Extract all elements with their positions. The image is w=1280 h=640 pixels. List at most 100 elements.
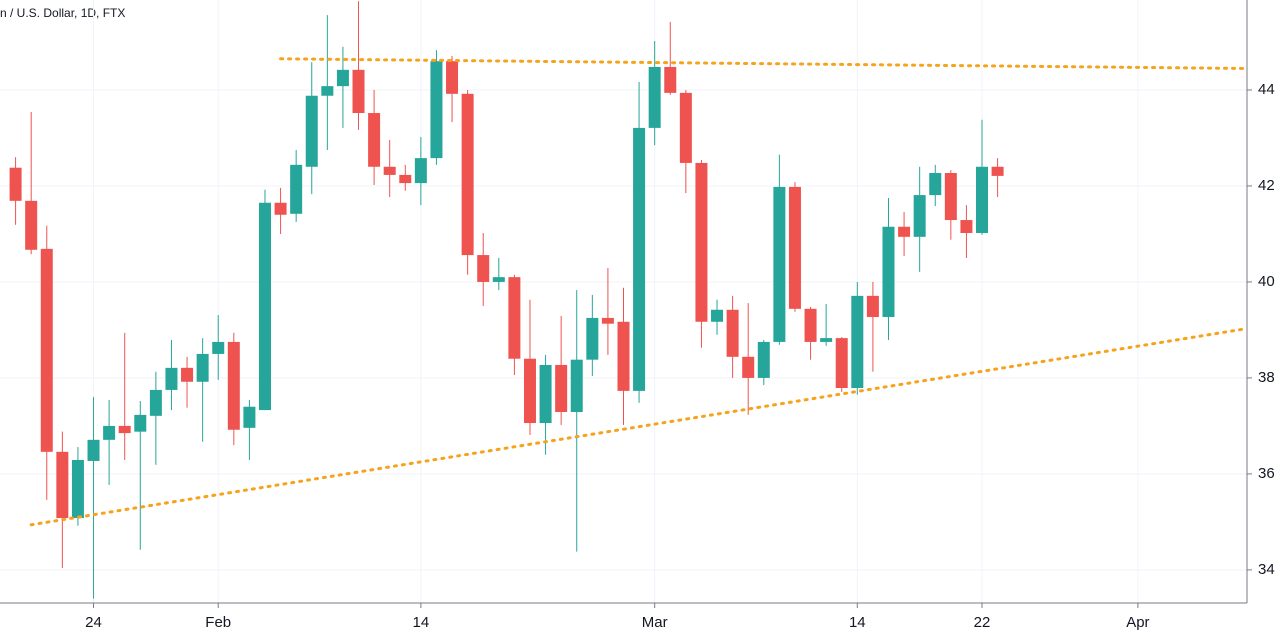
trendline (279, 57, 1247, 70)
candle (430, 50, 443, 165)
candle-body (134, 414, 147, 432)
candle-body (430, 61, 443, 159)
candle-body (227, 341, 240, 430)
candle (913, 166, 926, 272)
candle-body (212, 341, 225, 354)
candle (461, 89, 474, 275)
candle (165, 340, 178, 411)
candle-body (149, 389, 162, 416)
candle-body (648, 66, 661, 128)
candle (103, 400, 116, 485)
candle (134, 400, 147, 550)
x-tick-label: Mar (642, 614, 668, 631)
candle-body (851, 295, 864, 389)
candle-body (87, 439, 100, 461)
candle (695, 160, 708, 348)
candle-body (492, 277, 505, 282)
x-tick-label: 24 (85, 614, 102, 631)
candle (788, 182, 801, 312)
candle (976, 119, 989, 235)
candle (617, 287, 630, 425)
x-tick-label: Apr (1126, 614, 1149, 631)
candle (711, 299, 724, 335)
candle (555, 316, 568, 425)
y-tick-label: 42 (1258, 177, 1275, 194)
candle-body (788, 186, 801, 309)
candle (492, 257, 505, 291)
y-tick-label: 38 (1258, 369, 1275, 386)
candle-body (913, 195, 926, 237)
candle (25, 112, 38, 255)
candle (898, 211, 911, 257)
candle (9, 157, 22, 225)
candle (258, 189, 271, 411)
candle (508, 274, 521, 376)
candle (586, 294, 599, 377)
candle-body (118, 425, 131, 434)
plot (9, 1, 1247, 599)
candle (570, 290, 583, 552)
candle-body (757, 341, 770, 378)
trendline (29, 327, 1247, 527)
candle (196, 338, 209, 442)
candle-body (742, 356, 755, 378)
candle-body (305, 95, 318, 167)
candle-body (352, 69, 365, 114)
candle-body (274, 202, 287, 215)
candle (227, 332, 240, 446)
candle-body (399, 174, 412, 184)
candle-body (181, 367, 194, 382)
candle (835, 337, 848, 392)
candle (851, 281, 864, 395)
candle (290, 149, 303, 222)
candle-body (336, 69, 349, 87)
candle (664, 21, 677, 95)
candle-body (414, 158, 427, 184)
candle (757, 340, 770, 386)
candle (679, 89, 692, 194)
candle (383, 139, 396, 198)
candle (274, 187, 287, 234)
candle (368, 89, 381, 186)
candle-body (196, 353, 209, 382)
candle-body (820, 338, 833, 342)
y-tick-label: 34 (1258, 561, 1275, 578)
chart-title: n / U.S. Dollar, 1D, FTX (0, 6, 125, 20)
candle (991, 158, 1004, 198)
candle (523, 299, 536, 436)
candle (929, 164, 942, 207)
y-tick-label: 40 (1258, 273, 1275, 290)
candle-body (976, 166, 989, 233)
candle (866, 281, 879, 372)
candle (804, 306, 817, 360)
candle (71, 447, 84, 526)
candle (212, 315, 225, 380)
candle-body (929, 173, 942, 196)
candle-body (711, 309, 724, 322)
candle-body (477, 255, 490, 282)
candle-body (570, 359, 583, 412)
x-tick-label: Feb (205, 614, 231, 631)
candle-body (601, 317, 614, 324)
candle (181, 356, 194, 408)
x-tick-label: 14 (413, 614, 430, 631)
candle (243, 400, 256, 460)
candle (118, 332, 131, 460)
candle-body (103, 425, 116, 440)
candle-body (25, 200, 38, 250)
candle-body (40, 248, 53, 452)
candle-body (882, 226, 895, 317)
candle-body (586, 317, 599, 360)
candle (773, 154, 786, 345)
candle-body (9, 167, 22, 201)
candle-body (383, 166, 396, 175)
candle (87, 397, 100, 599)
candle-body (617, 321, 630, 391)
candle-body (773, 186, 786, 342)
candle-body (165, 367, 178, 390)
candle (56, 431, 69, 568)
candle (601, 268, 614, 355)
candle-body (523, 358, 536, 424)
candle-body (290, 164, 303, 214)
